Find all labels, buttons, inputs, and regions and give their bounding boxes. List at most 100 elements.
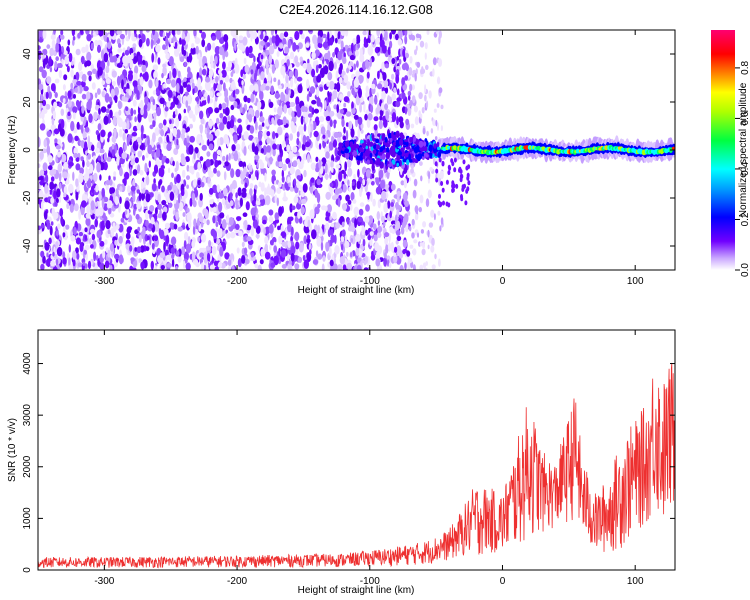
- spectrogram-cluster-cell: [338, 144, 343, 151]
- spectrogram-noise-cell: [235, 197, 238, 207]
- spectrogram-noise-cell: [154, 54, 157, 63]
- spectrogram-noise-cell: [86, 91, 91, 101]
- spectrogram-noise-cell: [291, 226, 294, 236]
- spectrogram-noise-cell: [273, 77, 277, 83]
- spectrogram-noise-cell: [169, 191, 175, 201]
- spectrogram-noise-cell: [210, 228, 216, 237]
- spectrogram-noise-cell: [219, 137, 224, 146]
- spectrogram-noise-cell: [243, 131, 249, 140]
- spectrogram-noise-cell: [278, 206, 283, 217]
- spectrogram-noise-cell: [337, 51, 342, 61]
- spectrogram-noise-cell: [395, 239, 399, 245]
- spectrogram-noise-cell: [219, 246, 224, 257]
- spectrogram-noise-cell: [207, 106, 213, 115]
- spectrogram-noise-cell: [207, 252, 211, 262]
- spectrogram-noise-cell: [181, 158, 187, 166]
- spectrogram-noise-cell: [105, 77, 112, 85]
- spectrogram-noise-cell: [302, 254, 306, 262]
- spectrogram-noise-cell: [380, 190, 387, 201]
- spectrogram-noise-cell: [199, 110, 204, 120]
- spectrogram-noise-cell: [217, 160, 222, 165]
- spectrogram-noise-cell: [72, 39, 75, 46]
- spectrogram-noise-cell: [243, 95, 248, 103]
- spectrogram-noise-cell: [349, 203, 353, 211]
- spectrogram-noise-cell: [238, 160, 244, 167]
- spectrogram-noise-cell: [198, 215, 204, 223]
- spectrogram-noise-cell: [216, 92, 222, 97]
- snr-xlabel: Height of straight line (km): [298, 585, 415, 596]
- spectrogram-noise-cell: [109, 30, 115, 37]
- spectrogram-noise-cell: [68, 52, 73, 63]
- spectrogram-noise-cell: [192, 225, 196, 236]
- spectrogram-noise-cell: [45, 91, 49, 99]
- spectrogram-noise-cell: [427, 244, 430, 250]
- spectrogram-noise-cell: [54, 92, 58, 98]
- spectrogram-noise-cell: [90, 144, 95, 152]
- spectrogram-noise-cell: [46, 44, 51, 49]
- spectrogram-noise-cell: [241, 187, 247, 193]
- spectrogram-noise-cell: [181, 31, 185, 41]
- spectrogram-noise-cell: [341, 203, 348, 211]
- spectrogram-noise-cell: [122, 132, 126, 142]
- spectrogram-noise-cell: [212, 206, 217, 213]
- spectrogram-ytick-label: -20: [22, 190, 33, 205]
- spectrogram-noise-cell: [327, 71, 333, 81]
- spectrogram-noise-cell: [198, 57, 203, 68]
- spectrogram-noise-cell: [333, 119, 337, 125]
- spectrogram-noise-cell: [337, 197, 341, 208]
- spectrogram-noise-cell: [194, 147, 199, 154]
- spectrogram-noise-cell: [81, 105, 85, 114]
- spectrogram-noise-cell: [109, 264, 113, 270]
- spectrogram-noise-cell: [428, 222, 434, 228]
- spectrogram-noise-cell: [388, 116, 392, 123]
- spectrogram-noise-cell: [341, 221, 345, 228]
- spectrogram-cluster-cell: [408, 153, 411, 161]
- spectrogram-noise-cell: [357, 128, 361, 139]
- spectrogram-noise-cell: [78, 138, 81, 147]
- spectrogram-noise-cell: [298, 242, 304, 253]
- snr-ytick-label: 0: [22, 567, 33, 573]
- spectrogram-noise-cell: [254, 109, 260, 119]
- spectrogram-noise-cell: [400, 180, 405, 186]
- spectrogram-noise-cell: [140, 245, 145, 253]
- spectrogram-noise-cell: [187, 66, 191, 74]
- spectrogram-noise-cell: [206, 151, 211, 157]
- spectrogram-noise-cell: [233, 154, 237, 161]
- spectrogram-noise-cell: [165, 52, 170, 60]
- spectrogram-noise-cell: [152, 90, 157, 95]
- spectrogram-noise-cell: [42, 58, 46, 69]
- spectrogram-noise-cell: [257, 30, 261, 36]
- spectrogram-noise-cell: [274, 194, 278, 203]
- spectrogram-noise-cell: [389, 82, 392, 90]
- spectrogram-noise-cell: [163, 104, 166, 115]
- spectrogram-noise-cell: [401, 77, 405, 86]
- spectrogram-noise-cell: [62, 226, 66, 233]
- spectrogram-noise-cell: [154, 207, 158, 215]
- spectrogram-noise-cell: [175, 250, 180, 257]
- spectrogram-cluster-cell: [389, 147, 395, 152]
- spectrogram-noise-cell: [179, 85, 184, 95]
- spectrogram-noise-cell: [163, 235, 167, 241]
- spectrogram-noise-cell: [307, 234, 310, 240]
- spectrogram-noise-cell: [286, 86, 289, 95]
- spectrogram-noise-cell: [278, 247, 281, 257]
- spectrogram-noise-cell: [224, 200, 228, 206]
- spectrogram-noise-cell: [63, 161, 69, 170]
- spectrogram-noise-cell: [389, 226, 394, 234]
- spectrogram-noise-cell: [390, 216, 395, 221]
- spectrogram-noise-cell: [300, 33, 305, 40]
- spectrogram-noise-cell: [176, 173, 181, 184]
- spectrogram-noise-cell: [297, 256, 303, 263]
- spectrogram-noise-cell: [354, 49, 359, 57]
- spectrogram-noise-cell: [276, 197, 279, 207]
- spectrogram-noise-cell: [418, 110, 422, 118]
- spectrogram-noise-cell: [282, 116, 287, 126]
- spectrogram-noise-cell: [165, 36, 169, 47]
- spectrogram-noise-cell: [155, 148, 161, 158]
- spectrogram-noise-cell: [361, 258, 365, 264]
- spectrogram-noise-cell: [272, 131, 276, 140]
- spectrogram-noise-cell: [59, 128, 65, 137]
- spectrogram-noise-cell: [273, 255, 279, 266]
- spectrogram-noise-cell: [325, 241, 330, 252]
- spectrogram-noise-cell: [360, 129, 364, 134]
